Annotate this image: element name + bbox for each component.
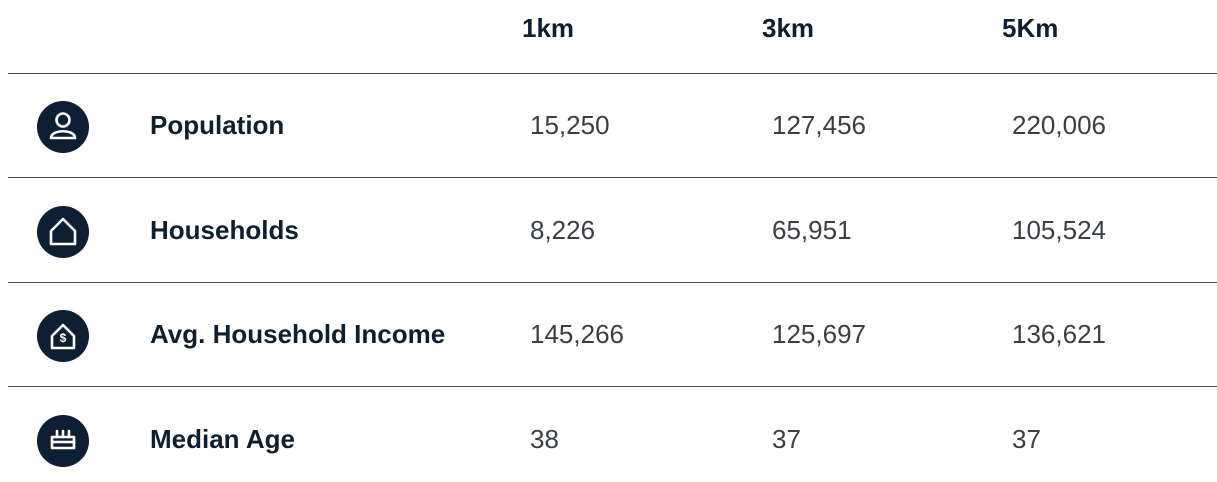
median-age-icon xyxy=(37,415,89,467)
cell-value: 37 xyxy=(1012,424,1041,454)
cell-value: 37 xyxy=(772,424,801,454)
cell-value: 145,266 xyxy=(530,319,624,349)
row-label: Households xyxy=(150,215,299,245)
row-label: Population xyxy=(150,110,284,140)
cell-value: 38 xyxy=(530,424,559,454)
column-header: 1km xyxy=(522,13,574,43)
cell-value: 105,524 xyxy=(1012,215,1106,245)
households-icon xyxy=(37,206,89,258)
column-header: 3km xyxy=(762,13,814,43)
population-icon xyxy=(37,101,89,153)
income-icon: $ xyxy=(37,310,89,362)
column-header: 5Km xyxy=(1002,13,1058,43)
svg-text:$: $ xyxy=(60,331,67,345)
cell-value: 65,951 xyxy=(772,215,852,245)
cell-value: 136,621 xyxy=(1012,319,1106,349)
cell-value: 15,250 xyxy=(530,110,610,140)
cell-value: 127,456 xyxy=(772,110,866,140)
cell-value: 125,697 xyxy=(772,319,866,349)
table-body: Population 15,250 127,456 220,006 Households… xyxy=(150,110,1106,454)
cell-value: 220,006 xyxy=(1012,110,1106,140)
row-label: Median Age xyxy=(150,424,295,454)
cell-value: 8,226 xyxy=(530,215,595,245)
row-label: Avg. Household Income xyxy=(150,319,445,349)
